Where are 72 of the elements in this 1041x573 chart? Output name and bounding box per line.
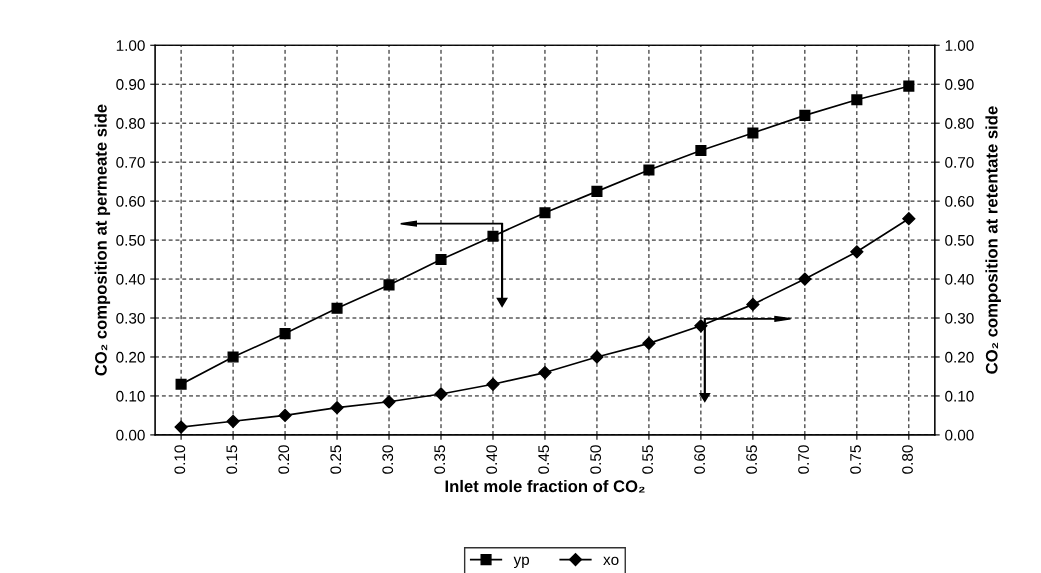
- point: [382, 395, 396, 409]
- y-tick-label: 0.80: [116, 118, 145, 129]
- x-axis-title: Inlet mole fraction of CO₂: [445, 479, 645, 493]
- point: [226, 414, 240, 428]
- legend-label: yp: [513, 556, 530, 569]
- point: [331, 302, 343, 314]
- x-tick-label: 0.10: [174, 445, 186, 474]
- point: [279, 328, 291, 340]
- x-tick-label: 0.30: [382, 445, 394, 474]
- legend-label: xo: [603, 556, 619, 566]
- y2-axis-title: CO₂ composition at retentate side: [985, 106, 1001, 374]
- x-tick-label: 0.25: [330, 445, 342, 474]
- point: [487, 230, 499, 242]
- y2-tick-label: 0.40: [945, 273, 974, 285]
- y-tick-label: 0.60: [116, 195, 145, 207]
- point: [435, 254, 447, 266]
- y2-tick-label: 1.00: [945, 40, 974, 51]
- y-tick-label: 1.00: [116, 40, 145, 51]
- point: [694, 319, 708, 333]
- y2-tick-label: 0.60: [945, 195, 974, 207]
- x-tick-label: 0.65: [746, 445, 757, 474]
- y2-tick-label: 0.80: [945, 118, 974, 129]
- y2-tick-label: 0.90: [945, 79, 974, 90]
- y-tick-label: 0.30: [116, 312, 145, 324]
- y-tick-label: 0.40: [116, 273, 145, 285]
- point: [539, 207, 551, 219]
- point: [330, 401, 344, 415]
- point: [695, 144, 707, 157]
- x-tick-label: 0.70: [798, 445, 809, 474]
- x-tick-label: 0.40: [486, 445, 498, 474]
- point: [798, 272, 812, 286]
- point: [175, 378, 187, 390]
- x-tick-label: 0.60: [694, 445, 706, 474]
- x-tick-label: 0.50: [590, 445, 602, 474]
- point: [799, 109, 811, 121]
- point: [746, 297, 760, 311]
- y-tick-label: 0.90: [116, 79, 145, 90]
- y2-tick-label: 0.10: [945, 390, 974, 402]
- y2-tick-label: 0.00: [945, 429, 974, 441]
- y-tick-label: 0.00: [116, 429, 145, 441]
- point: [174, 420, 188, 434]
- point: [278, 408, 292, 423]
- point: [903, 80, 915, 92]
- x-tick-label: 0.20: [278, 445, 290, 474]
- x-tick-label: 0.75: [850, 445, 861, 474]
- y2-tick-label: 0.70: [945, 157, 974, 168]
- point: [383, 279, 395, 291]
- point: [538, 365, 552, 380]
- y2-tick-label: 0.50: [945, 234, 974, 246]
- y2-tick-label: 0.30: [945, 312, 974, 324]
- point: [642, 336, 656, 350]
- point: [902, 212, 916, 226]
- y2-tick-label: 0.20: [945, 351, 974, 363]
- point: [227, 351, 239, 363]
- y-tick-label: 0.70: [116, 157, 145, 168]
- x-tick-label: 0.55: [642, 445, 654, 474]
- y-tick-label: 0.20: [116, 351, 145, 363]
- point: [486, 377, 500, 391]
- x-tick-label: 0.15: [226, 445, 238, 474]
- point: [851, 94, 863, 106]
- x-tick-label: 0.45: [538, 445, 550, 474]
- point: [643, 164, 655, 176]
- point: [590, 350, 604, 364]
- point: [850, 245, 864, 259]
- y-tick-label: 0.10: [116, 390, 145, 402]
- y-tick-label: 0.50: [116, 234, 145, 246]
- point: [747, 127, 759, 139]
- x-tick-label: 0.80: [902, 445, 913, 474]
- x-tick-label: 0.35: [434, 445, 446, 474]
- point: [434, 387, 448, 401]
- point: [591, 185, 603, 197]
- y-axis-title: CO₂ composition at permeate side: [94, 104, 111, 376]
